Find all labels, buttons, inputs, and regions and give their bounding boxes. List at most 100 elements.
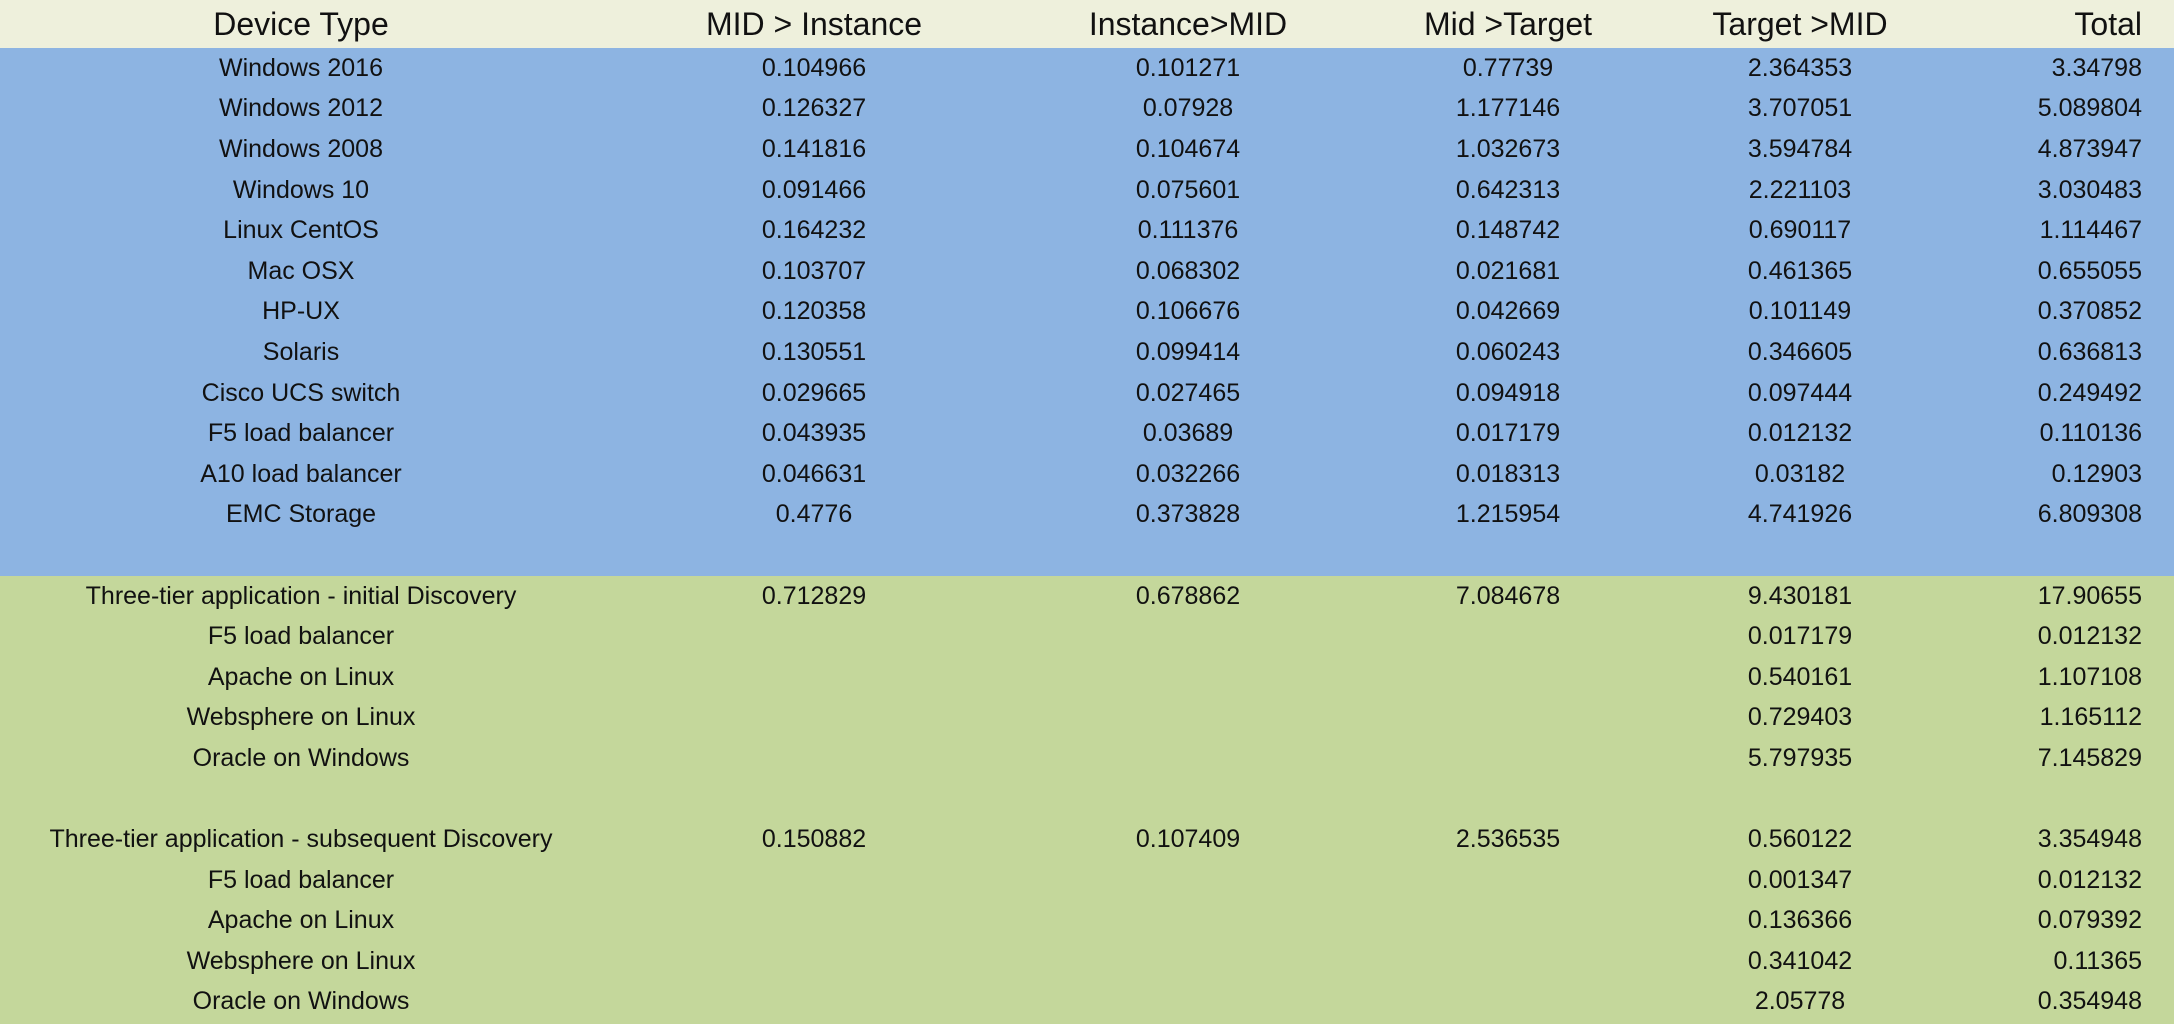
row-label: F5 load balancer (207, 865, 395, 894)
table-row: Cisco UCS switch 0.029665 0.027465 0.094918… (0, 372, 2174, 414)
header-cell: Mid >Target (1423, 5, 1593, 42)
spacer-row (0, 535, 2174, 576)
header-row: Device Type MID > Instance Instance>MID Mid… (0, 0, 2174, 48)
table-row: A10 load balancer 0.046631 0.032266 0.01831… (0, 453, 2174, 495)
value-cell: 0.636813 (2037, 337, 2142, 366)
value-cell: 0.136366 (1747, 906, 1853, 935)
value-cell: 1.165112 (2039, 703, 2142, 732)
value-cell: 0.642313 (1455, 175, 1561, 204)
value-cell: 0.042669 (1455, 297, 1561, 326)
value-cell: 0.655055 (2037, 256, 2142, 285)
value-cell: 0.690117 (1748, 216, 1852, 245)
table-row: Mac OSX 0.103707 0.068302 0.021681 0.461365 0… (0, 250, 2174, 292)
value-cell: 0.373828 (1135, 500, 1241, 529)
value-cell: 4.873947 (2037, 134, 2142, 163)
value-cell: 0.07928 (1142, 94, 1234, 123)
value-cell: 0.03182 (1754, 459, 1846, 488)
value-cell: 0.126327 (761, 94, 867, 123)
value-cell: 1.032673 (1455, 134, 1561, 163)
value-cell: 1.215954 (1455, 500, 1561, 529)
value-cell: 0.712829 (761, 581, 867, 610)
row-label: Windows 2008 (219, 134, 383, 163)
row-label: Cisco UCS switch (201, 378, 401, 407)
value-cell: 0.021681 (1455, 256, 1561, 285)
table-row: Windows 2008 0.141816 0.104674 1.032673 3.59… (0, 129, 2174, 170)
value-cell: 3.030483 (2037, 175, 2142, 204)
value-cell: 3.34798 (2051, 53, 2142, 82)
row-label: EMC Storage (225, 500, 377, 529)
row-label: Apache on Linux (207, 906, 395, 935)
value-cell: 2.364353 (1747, 53, 1853, 82)
spacer-row (0, 778, 2174, 820)
value-cell: 0.130551 (761, 337, 867, 366)
row-label: Websphere on Linux (186, 703, 416, 732)
value-cell: 1.114467 (2039, 216, 2142, 245)
table-row: Apache on Linux 0.136366 0.079392 (0, 900, 2174, 942)
value-cell: 9.430181 (1747, 581, 1853, 610)
table-row: F5 load balancer 0.001347 0.012132 (0, 859, 2174, 901)
table-row: Apache on Linux 0.540161 1.107108 (0, 656, 2174, 698)
value-cell: 1.177146 (1455, 94, 1561, 123)
table-row: Windows 2012 0.126327 0.07928 1.177146 3.707… (0, 88, 2174, 130)
value-cell: 6.809308 (2037, 500, 2142, 529)
value-cell: 3.354948 (2037, 825, 2142, 854)
value-cell: 0.110136 (2039, 419, 2142, 448)
value-cell: 0.560122 (1747, 825, 1853, 854)
row-label: Windows 2012 (219, 94, 383, 123)
value-cell: 0.094918 (1455, 378, 1561, 407)
value-cell: 0.341042 (1747, 946, 1853, 975)
value-cell: 0.150882 (761, 825, 867, 854)
value-cell: 0.4776 (775, 500, 853, 529)
value-cell: 2.221103 (1748, 175, 1852, 204)
value-cell: 0.678862 (1135, 581, 1241, 610)
value-cell: 0.104966 (761, 53, 867, 82)
row-label: Three-tier application - initial Discove… (85, 581, 517, 610)
table-row: Linux CentOS 0.164232 0.111376 0.148742 0.69… (0, 210, 2174, 251)
row-label: Linux CentOS (223, 216, 379, 245)
table-row: Websphere on Linux 0.729403 1.165112 (0, 697, 2174, 739)
value-cell: 0.141816 (761, 134, 867, 163)
table-row: HP-UX 0.120358 0.106676 0.042669 0.101149 0.3… (0, 291, 2174, 333)
value-cell: 0.461365 (1747, 256, 1853, 285)
value-cell: 0.027465 (1135, 378, 1241, 407)
value-cell: 0.043935 (761, 419, 867, 448)
value-cell: 0.12903 (2051, 459, 2142, 488)
row-label: Windows 2016 (219, 53, 383, 82)
table-row: Oracle on Windows 5.797935 7.145829 (0, 738, 2174, 779)
row-label: F5 load balancer (207, 419, 395, 448)
value-cell: 0.370852 (2037, 297, 2142, 326)
value-cell: 0.001347 (1747, 865, 1853, 894)
value-cell: 0.046631 (761, 459, 867, 488)
row-label: Mac OSX (247, 256, 355, 285)
value-cell: 0.012132 (1747, 419, 1853, 448)
value-cell: 0.346605 (1747, 337, 1853, 366)
header-cell: Target >MID (1712, 5, 1888, 42)
value-cell: 0.249492 (2037, 378, 2142, 407)
value-cell: 0.068302 (1135, 256, 1241, 285)
value-cell: 17.90655 (2037, 581, 2142, 610)
value-cell: 0.11365 (2053, 946, 2142, 975)
row-label: F5 load balancer (207, 622, 395, 651)
value-cell: 0.77739 (1462, 53, 1554, 82)
value-cell: 0.540161 (1747, 662, 1853, 691)
table-row: F5 load balancer 0.043935 0.03689 0.017179 0… (0, 413, 2174, 454)
value-cell: 0.097444 (1747, 378, 1853, 407)
value-cell: 0.029665 (761, 378, 867, 407)
value-cell: 2.05778 (1754, 987, 1846, 1016)
value-cell: 0.729403 (1747, 703, 1853, 732)
row-label: Apache on Linux (207, 662, 395, 691)
value-cell: 0.101271 (1135, 53, 1241, 82)
row-label: HP-UX (262, 297, 340, 326)
table-row: F5 load balancer 0.017179 0.012132 (0, 616, 2174, 657)
value-cell: 0.012132 (2037, 622, 2142, 651)
value-cell: 7.084678 (1455, 581, 1561, 610)
row-label: Oracle on Windows (192, 743, 410, 772)
value-cell: 5.797935 (1747, 743, 1853, 772)
value-cell: 0.079392 (2037, 906, 2142, 935)
value-cell: 0.164232 (761, 216, 867, 245)
row-label: Three-tier application - subsequent Disc… (49, 825, 553, 854)
table-row: Websphere on Linux 0.341042 0.11365 (0, 941, 2174, 982)
value-cell: 0.103707 (761, 256, 867, 285)
table-row: Solaris 0.130551 0.099414 0.060243 0.346605 0… (0, 332, 2174, 373)
